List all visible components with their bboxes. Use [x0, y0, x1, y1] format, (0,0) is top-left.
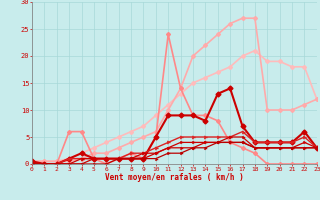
- X-axis label: Vent moyen/en rafales ( km/h ): Vent moyen/en rafales ( km/h ): [105, 173, 244, 182]
